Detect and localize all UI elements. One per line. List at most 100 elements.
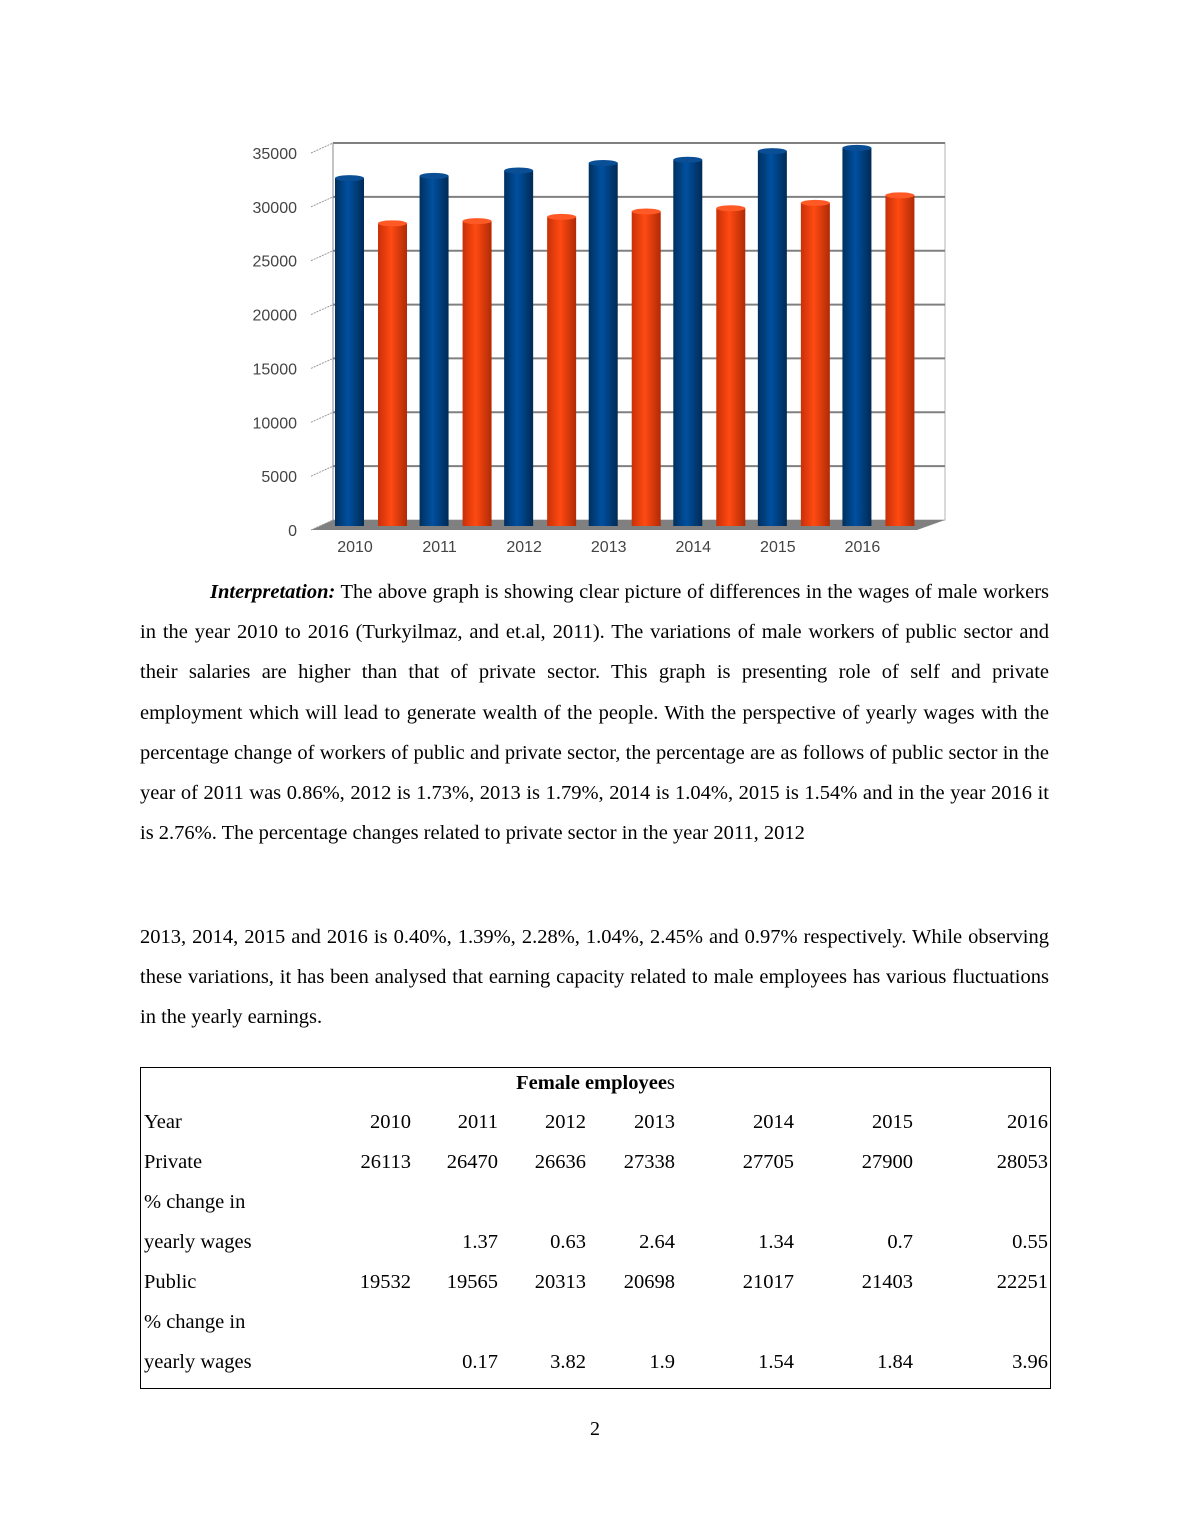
table-cell: 1.37 bbox=[462, 1231, 498, 1253]
table-title: Female employees bbox=[141, 1068, 1050, 1098]
y-tick bbox=[310, 142, 334, 154]
bar-blue-2011 bbox=[419, 175, 449, 526]
female-employees-table: Female employees Year 2010 2011 2012 2013 201… bbox=[140, 1067, 1051, 1389]
x-tick-label: 2011 bbox=[422, 539, 457, 556]
y-tick-label: 10000 bbox=[253, 415, 298, 432]
interpretation-text: The above graph is showing clear picture… bbox=[140, 581, 1049, 845]
y-tick-label: 5000 bbox=[261, 469, 297, 486]
table-cell: 0.55 bbox=[1012, 1231, 1048, 1253]
y-tick bbox=[310, 465, 334, 477]
table-title-bold: Female employee bbox=[516, 1072, 667, 1094]
wage-bar-chart: 0 5000 10000 15000 20000 25000 30000 35000 2010 2… bbox=[253, 142, 946, 556]
bar-cap bbox=[419, 172, 449, 179]
bar-blue-2015 bbox=[757, 151, 787, 526]
bar-cap bbox=[885, 192, 915, 199]
bar-cap bbox=[842, 144, 872, 151]
y-tick-label: 20000 bbox=[253, 308, 298, 325]
bar-cap bbox=[335, 175, 364, 182]
table-cell: 20698 bbox=[623, 1271, 675, 1293]
bar-blue-2016 bbox=[842, 147, 872, 526]
bar-cap bbox=[757, 148, 787, 155]
bar-cap bbox=[716, 205, 746, 212]
y-tick-label: 30000 bbox=[253, 200, 298, 217]
bar-orange-2013 bbox=[631, 211, 661, 526]
row-label: yearly wages bbox=[144, 1231, 252, 1253]
table-row: Public 19532 19565 20313 20698 21017 21403 2225… bbox=[141, 1262, 1050, 1302]
row-label: Public bbox=[144, 1271, 197, 1293]
y-tick-label: 25000 bbox=[253, 254, 298, 271]
y-tick-label: 35000 bbox=[253, 146, 298, 163]
table-cell: 19565 bbox=[446, 1271, 498, 1293]
bar-blue-2013 bbox=[588, 163, 618, 526]
table-cell: 2.64 bbox=[639, 1231, 675, 1253]
bar-orange-2011 bbox=[462, 221, 492, 526]
continuation-paragraph: 2013, 2014, 2015 and 2016 is 0.40%, 1.39… bbox=[140, 926, 1049, 1029]
x-tick-label: 2014 bbox=[675, 539, 711, 556]
table-cell: 2011 bbox=[457, 1111, 498, 1133]
table-row: % change in bbox=[141, 1302, 1050, 1342]
bar-cap bbox=[504, 167, 534, 174]
interpretation-label: Interpretation: bbox=[210, 581, 336, 603]
table-cell: 21403 bbox=[861, 1271, 913, 1293]
table-cell: 1.9 bbox=[649, 1351, 675, 1373]
table-cell: 26470 bbox=[446, 1151, 498, 1173]
x-tick-label: 2012 bbox=[506, 539, 542, 556]
table-cell: 22251 bbox=[996, 1271, 1048, 1293]
bar-cap bbox=[547, 213, 577, 220]
bar-cap bbox=[800, 199, 830, 206]
bar-orange-2014 bbox=[716, 208, 746, 526]
bar-orange-2015 bbox=[800, 202, 830, 527]
row-label: Private bbox=[144, 1151, 203, 1173]
y-tick bbox=[310, 304, 334, 316]
bar-orange-2010 bbox=[378, 223, 407, 526]
x-tick-label: 2010 bbox=[337, 539, 373, 556]
table-cell: 0.17 bbox=[462, 1351, 498, 1373]
table-cell: 21017 bbox=[742, 1271, 794, 1293]
bar-cap bbox=[631, 208, 661, 215]
table-cell: 2015 bbox=[872, 1111, 913, 1133]
y-tick bbox=[310, 411, 334, 423]
table-cell: 27338 bbox=[623, 1151, 675, 1173]
x-tick-label: 2013 bbox=[591, 539, 627, 556]
table-row: % change in bbox=[141, 1182, 1050, 1222]
table-row: Private 26113 26470 26636 27338 27705 27900 280… bbox=[141, 1142, 1050, 1182]
row-label: % change in bbox=[144, 1311, 246, 1333]
y-tick bbox=[310, 196, 334, 208]
bar-blue-2010 bbox=[335, 178, 364, 527]
bar-cap bbox=[378, 220, 407, 227]
interpretation-paragraph: Interpretation: The above graph is showi… bbox=[140, 572, 1049, 853]
bar-orange-2016 bbox=[885, 195, 915, 526]
table-cell: 3.82 bbox=[550, 1351, 586, 1373]
table-cell: 27900 bbox=[861, 1151, 913, 1173]
y-tick-label: 0 bbox=[288, 523, 297, 540]
table-cell: 1.84 bbox=[877, 1351, 913, 1373]
table-cell: 19532 bbox=[359, 1271, 411, 1293]
table-cell: 2010 bbox=[370, 1111, 411, 1133]
x-tick-label: 2015 bbox=[760, 539, 796, 556]
bar-cap bbox=[462, 218, 492, 225]
x-tick-label: 2016 bbox=[845, 539, 881, 556]
bar-blue-2012 bbox=[504, 170, 534, 526]
table-cell: 1.54 bbox=[758, 1351, 794, 1373]
bar-blue-2014 bbox=[673, 159, 703, 526]
table-cell: 0.7 bbox=[887, 1231, 913, 1253]
table-cell: 26636 bbox=[534, 1151, 586, 1173]
table-title-rest: s bbox=[666, 1072, 675, 1094]
y-tick bbox=[310, 250, 334, 262]
page-number: 2 bbox=[590, 1418, 600, 1440]
table-cell: 2012 bbox=[545, 1111, 586, 1133]
table-cell: 3.96 bbox=[1012, 1351, 1048, 1373]
table-cell: 0.63 bbox=[550, 1231, 586, 1253]
y-tick bbox=[310, 519, 334, 531]
table-cell: 20313 bbox=[534, 1271, 586, 1293]
table-cell: 28053 bbox=[996, 1151, 1048, 1173]
table-cell: 27705 bbox=[742, 1151, 794, 1173]
bar-cap bbox=[588, 160, 618, 167]
table-row: yearly wages 0.17 3.82 1.9 1.54 1.84 3.96 bbox=[141, 1342, 1050, 1382]
table-cell: 2014 bbox=[753, 1111, 794, 1133]
bar-cap bbox=[673, 156, 703, 163]
y-tick-label: 15000 bbox=[253, 361, 298, 378]
table-row: yearly wages 1.37 0.63 2.64 1.34 0.7 0.55 bbox=[141, 1222, 1050, 1262]
table-cell: 2013 bbox=[634, 1111, 675, 1133]
bar-orange-2012 bbox=[547, 216, 577, 526]
